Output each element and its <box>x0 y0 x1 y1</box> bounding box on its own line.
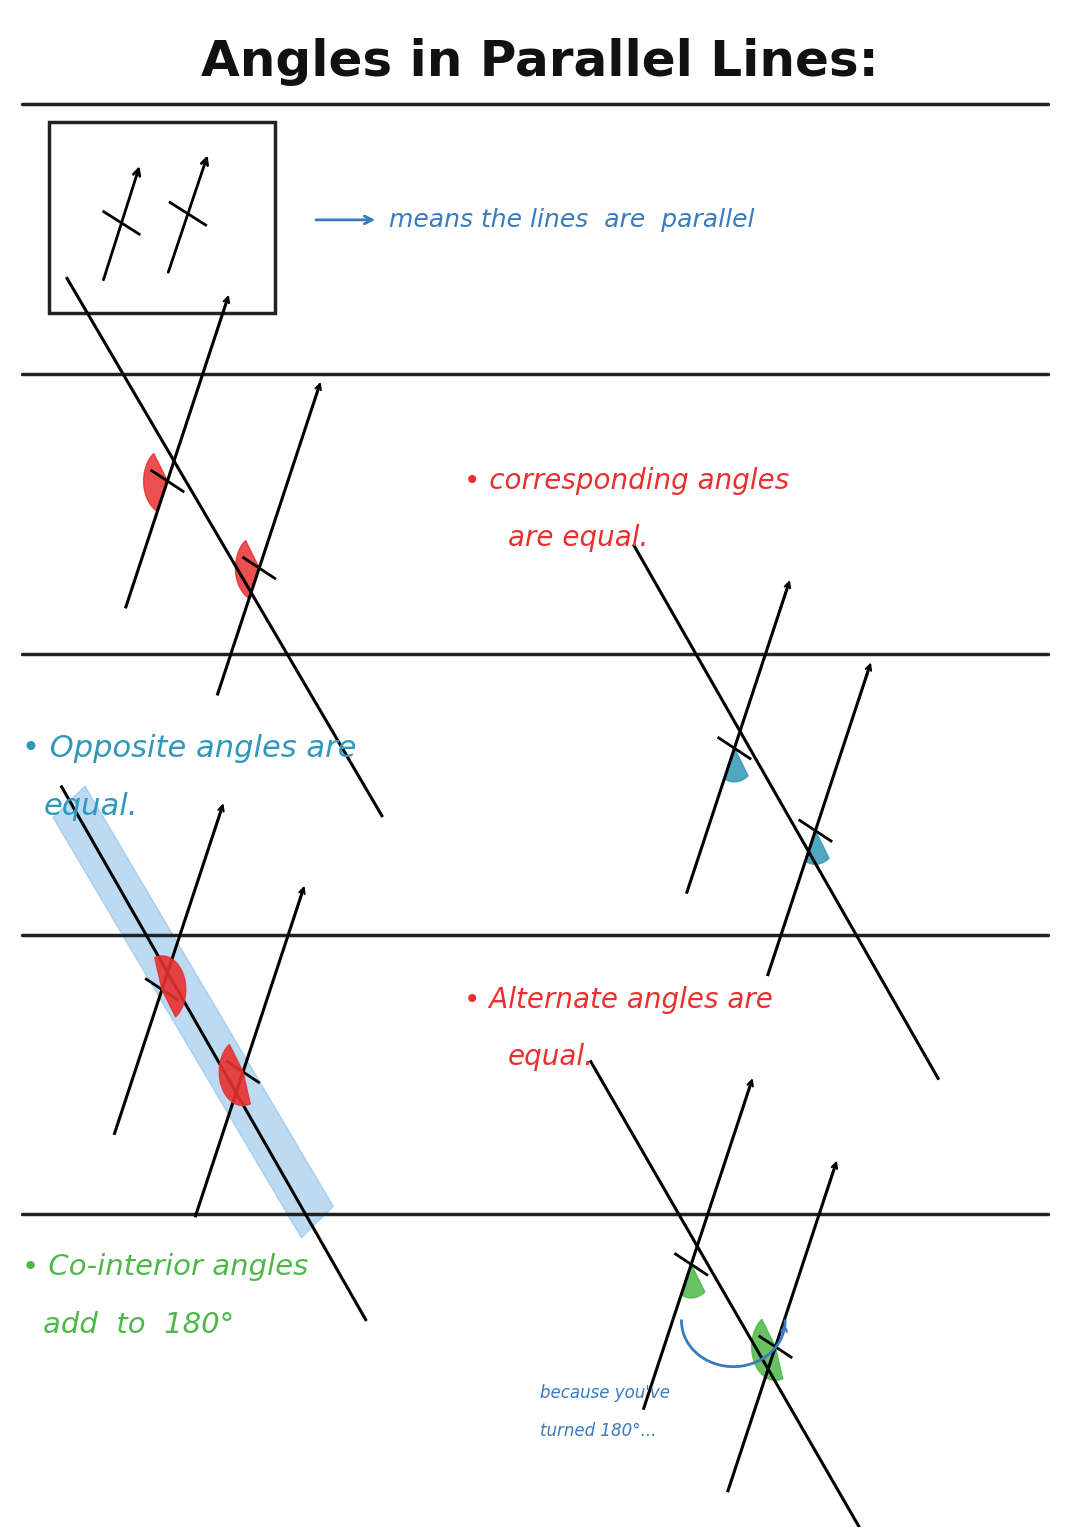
Text: • Co-interior angles: • Co-interior angles <box>22 1254 308 1281</box>
Text: add  to  180°: add to 180° <box>43 1312 234 1339</box>
Polygon shape <box>806 831 829 864</box>
Polygon shape <box>235 541 259 599</box>
Text: • Alternate angles are: • Alternate angles are <box>464 986 773 1014</box>
FancyBboxPatch shape <box>49 122 275 313</box>
Text: Angles in Parallel Lines:: Angles in Parallel Lines: <box>201 38 879 86</box>
Polygon shape <box>752 1319 783 1380</box>
Polygon shape <box>53 786 334 1238</box>
Text: • Opposite angles are: • Opposite angles are <box>22 734 356 762</box>
Polygon shape <box>681 1264 705 1298</box>
Text: equal.: equal. <box>43 793 138 820</box>
Polygon shape <box>219 1044 251 1106</box>
Polygon shape <box>144 454 167 512</box>
Polygon shape <box>725 748 748 782</box>
Text: turned 180°...: turned 180°... <box>540 1422 657 1440</box>
Text: are equal.: are equal. <box>508 524 648 551</box>
Text: because you've: because you've <box>540 1383 670 1402</box>
Polygon shape <box>154 956 186 1017</box>
Text: means the lines  are  parallel: means the lines are parallel <box>389 208 754 232</box>
Text: equal.: equal. <box>508 1043 594 1070</box>
Text: • corresponding angles: • corresponding angles <box>464 467 789 495</box>
